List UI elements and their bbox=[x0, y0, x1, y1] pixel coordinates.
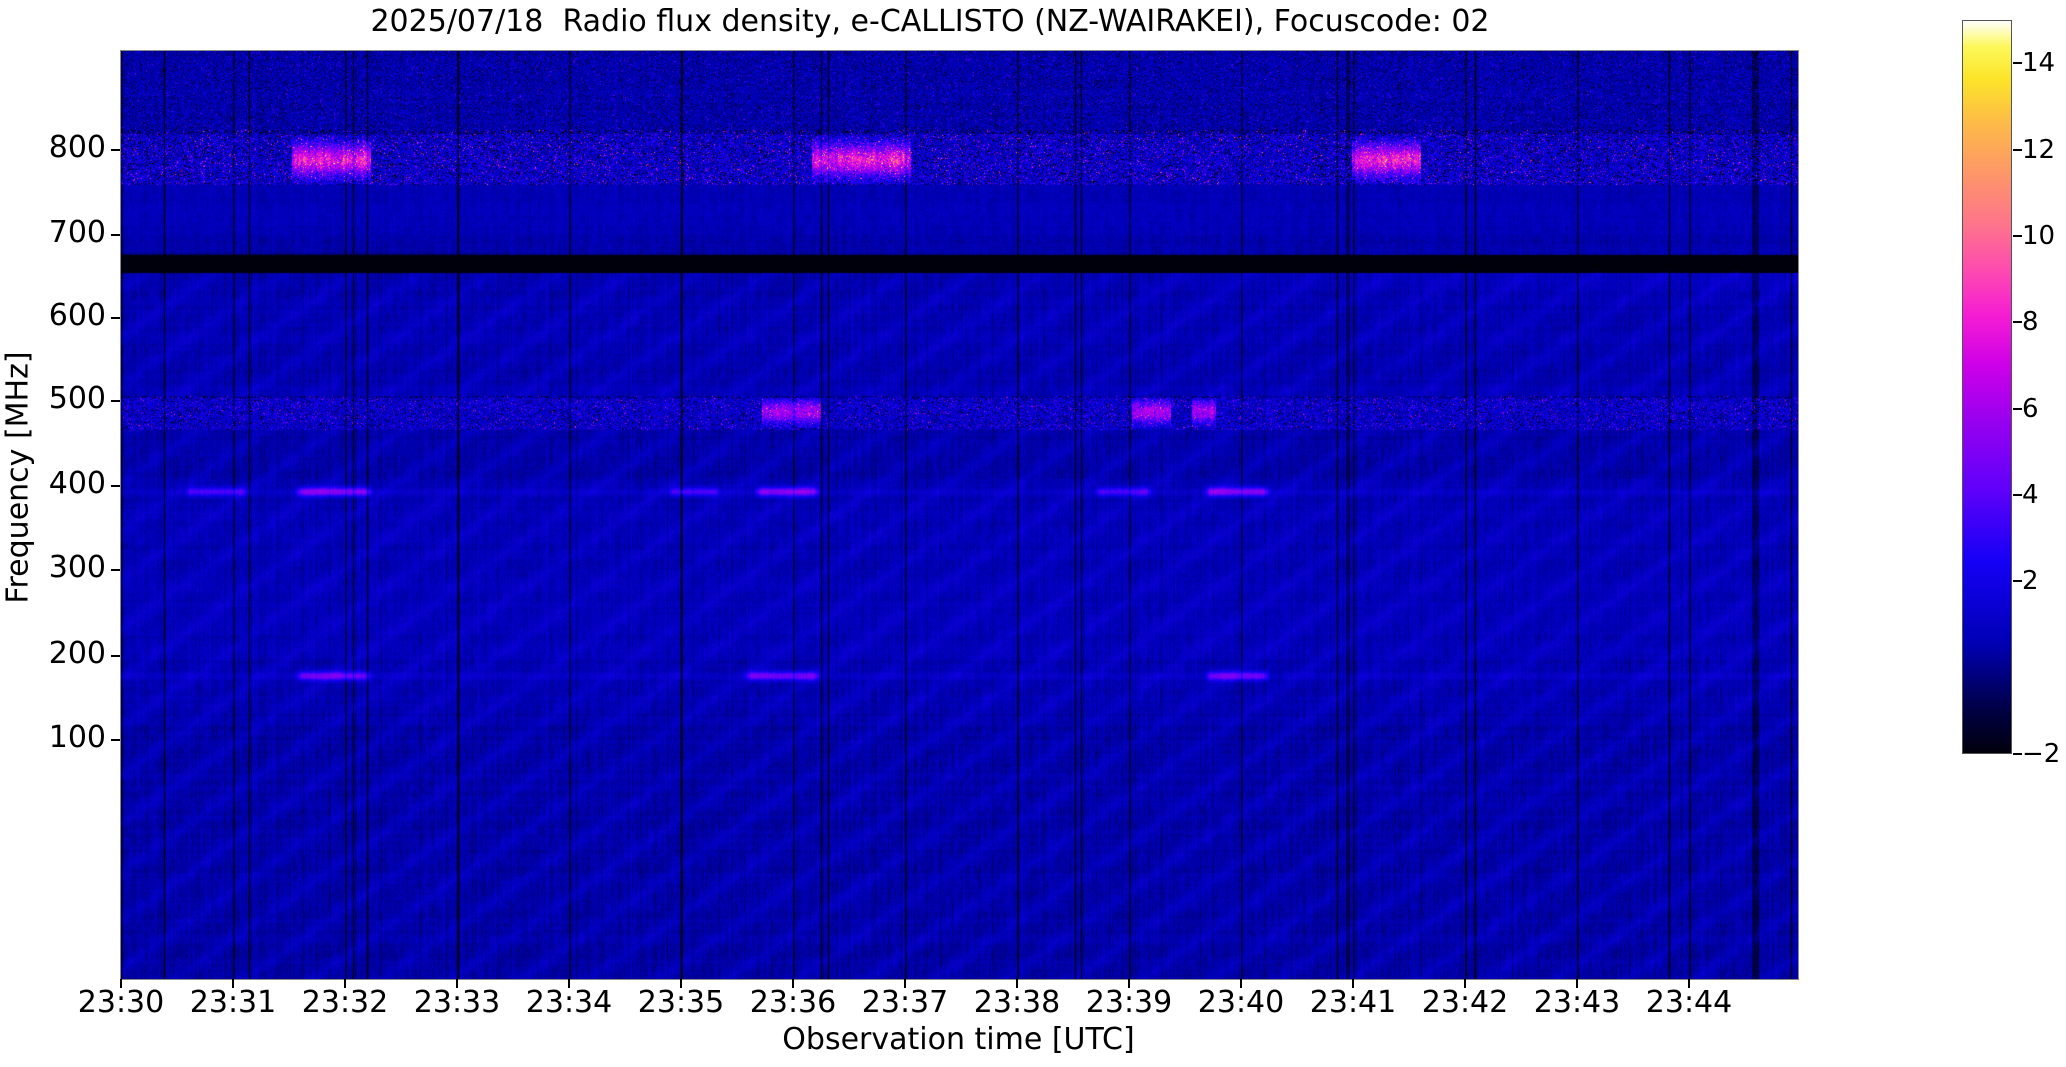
colorbar-tick-label: 14 bbox=[2022, 48, 2056, 79]
x-tick-label: 23:30 bbox=[77, 985, 165, 1020]
colorbar-tick-label: −2 bbox=[2022, 739, 2061, 769]
y-tick-label: 100 bbox=[48, 720, 106, 755]
x-tick-mark bbox=[344, 979, 346, 988]
colorbar-tick-mark bbox=[2013, 234, 2022, 237]
x-tick-label: 23:44 bbox=[1645, 985, 1733, 1020]
x-tick-label: 23:35 bbox=[637, 985, 725, 1020]
colorbar-tick-mark bbox=[2013, 62, 2022, 65]
colorbar-tick-mark bbox=[2013, 753, 2022, 755]
x-tick-mark bbox=[680, 979, 682, 988]
x-tick-label: 23:32 bbox=[301, 985, 389, 1020]
x-tick-mark bbox=[792, 979, 794, 988]
y-tick-mark bbox=[111, 655, 120, 657]
colorbar-tick-mark bbox=[2013, 148, 2022, 151]
y-axis-label: Frequency [MHz] bbox=[0, 351, 36, 604]
y-tick-mark bbox=[111, 234, 120, 236]
x-tick-mark bbox=[1240, 979, 1242, 988]
x-tick-label: 23:42 bbox=[1421, 985, 1509, 1020]
y-tick-label: 300 bbox=[48, 550, 106, 585]
x-tick-mark bbox=[232, 979, 234, 988]
colorbar-tick-label: 10 bbox=[2022, 220, 2056, 251]
colorbar-tick-mark bbox=[2013, 493, 2022, 496]
y-tick-mark bbox=[111, 739, 120, 741]
figure-title: 2025/07/18 Radio flux density, e-CALLIST… bbox=[370, 4, 1490, 39]
colorbar-tick-label: 8 bbox=[2022, 307, 2039, 338]
y-tick-mark bbox=[111, 400, 120, 402]
x-tick-label: 23:33 bbox=[413, 985, 501, 1020]
x-tick-mark bbox=[1016, 979, 1018, 988]
colorbar-tick-mark bbox=[2013, 580, 2022, 583]
colorbar-tick-label: 2 bbox=[2022, 566, 2039, 597]
y-tick-label: 200 bbox=[48, 636, 106, 671]
y-tick-label: 700 bbox=[48, 215, 106, 250]
x-tick-mark bbox=[456, 979, 458, 988]
y-tick-mark bbox=[111, 485, 120, 487]
y-tick-label: 600 bbox=[48, 298, 106, 333]
y-tick-mark bbox=[111, 569, 120, 571]
x-tick-label: 23:40 bbox=[1197, 985, 1285, 1020]
colorbar-tick-mark bbox=[2013, 407, 2022, 410]
x-tick-label: 23:34 bbox=[525, 985, 613, 1020]
colorbar-gradient bbox=[1963, 21, 2011, 753]
spectrogram-plot-area bbox=[120, 50, 1799, 980]
y-tick-label: 800 bbox=[48, 130, 106, 165]
x-tick-label: 23:39 bbox=[1085, 985, 1173, 1020]
x-tick-label: 23:37 bbox=[861, 985, 949, 1020]
x-tick-mark bbox=[120, 979, 122, 988]
y-tick-label: 400 bbox=[48, 466, 106, 501]
x-tick-label: 23:41 bbox=[1309, 985, 1397, 1020]
y-tick-mark bbox=[111, 317, 120, 319]
colorbar-tick-mark bbox=[2013, 321, 2022, 324]
colorbar-tick-label: 12 bbox=[2022, 134, 2056, 165]
x-tick-mark bbox=[1688, 979, 1690, 988]
y-tick-label: 500 bbox=[48, 381, 106, 416]
x-tick-mark bbox=[1576, 979, 1578, 988]
x-tick-label: 23:31 bbox=[189, 985, 277, 1020]
x-tick-mark bbox=[904, 979, 906, 988]
x-tick-label: 23:43 bbox=[1533, 985, 1621, 1020]
x-axis-label: Observation time [UTC] bbox=[782, 1022, 1135, 1057]
x-tick-mark bbox=[568, 979, 570, 988]
y-tick-mark bbox=[111, 149, 120, 151]
spectrogram-image bbox=[121, 51, 1798, 979]
x-tick-mark bbox=[1464, 979, 1466, 988]
x-tick-mark bbox=[1352, 979, 1354, 988]
x-tick-mark bbox=[1128, 979, 1130, 988]
colorbar-tick-label: 4 bbox=[2022, 479, 2039, 510]
colorbar-tick-label: 6 bbox=[2022, 393, 2039, 424]
x-tick-label: 23:36 bbox=[749, 985, 837, 1020]
x-tick-label: 23:38 bbox=[973, 985, 1061, 1020]
colorbar bbox=[1962, 20, 2012, 754]
